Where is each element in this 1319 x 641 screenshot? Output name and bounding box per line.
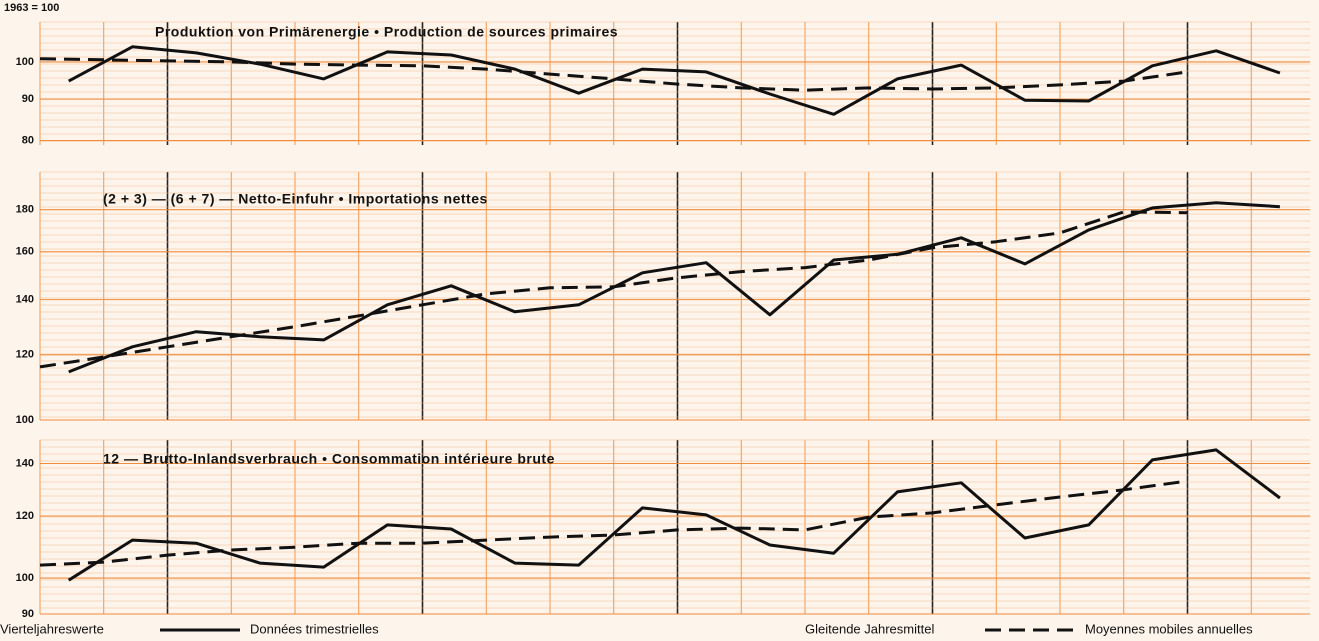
y-tick-label: 160 [16,246,34,258]
y-tick-label: 180 [16,204,34,216]
y-tick-label: 140 [16,294,34,306]
quarterly-line [68,201,1280,374]
moving-average-line [39,210,1188,369]
unit-label: 1963 = 100 [4,2,59,14]
y-tick-label: 100 [16,414,34,426]
legend-label: Vierteljahreswerte [0,621,104,636]
y-tick-label: 80 [22,134,34,146]
y-tick-label: 90 [22,93,34,105]
legend-label: Gleitende Jahresmittel [805,621,934,636]
y-tick-label: 100 [16,572,34,584]
panel-title: 12 — Brutto-Inlandsverbrauch • Consommat… [103,451,555,467]
legend-label: Moyennes mobiles annuelles [1085,621,1253,636]
quarterly-line [67,45,1281,116]
panel-title: (2 + 3) — (6 + 7) — Netto-Einfuhr • Impo… [103,191,488,207]
y-tick-label: 140 [16,457,34,469]
y-tick-label: 120 [16,510,34,522]
quarterly-line [67,448,1281,582]
y-tick-label: 100 [16,56,34,68]
panel-title: Produktion von Primärenergie • Productio… [155,24,618,40]
y-tick-label: 90 [22,608,34,620]
legend-label: Données trimestrielles [250,621,379,636]
y-tick-label: 120 [16,349,34,361]
